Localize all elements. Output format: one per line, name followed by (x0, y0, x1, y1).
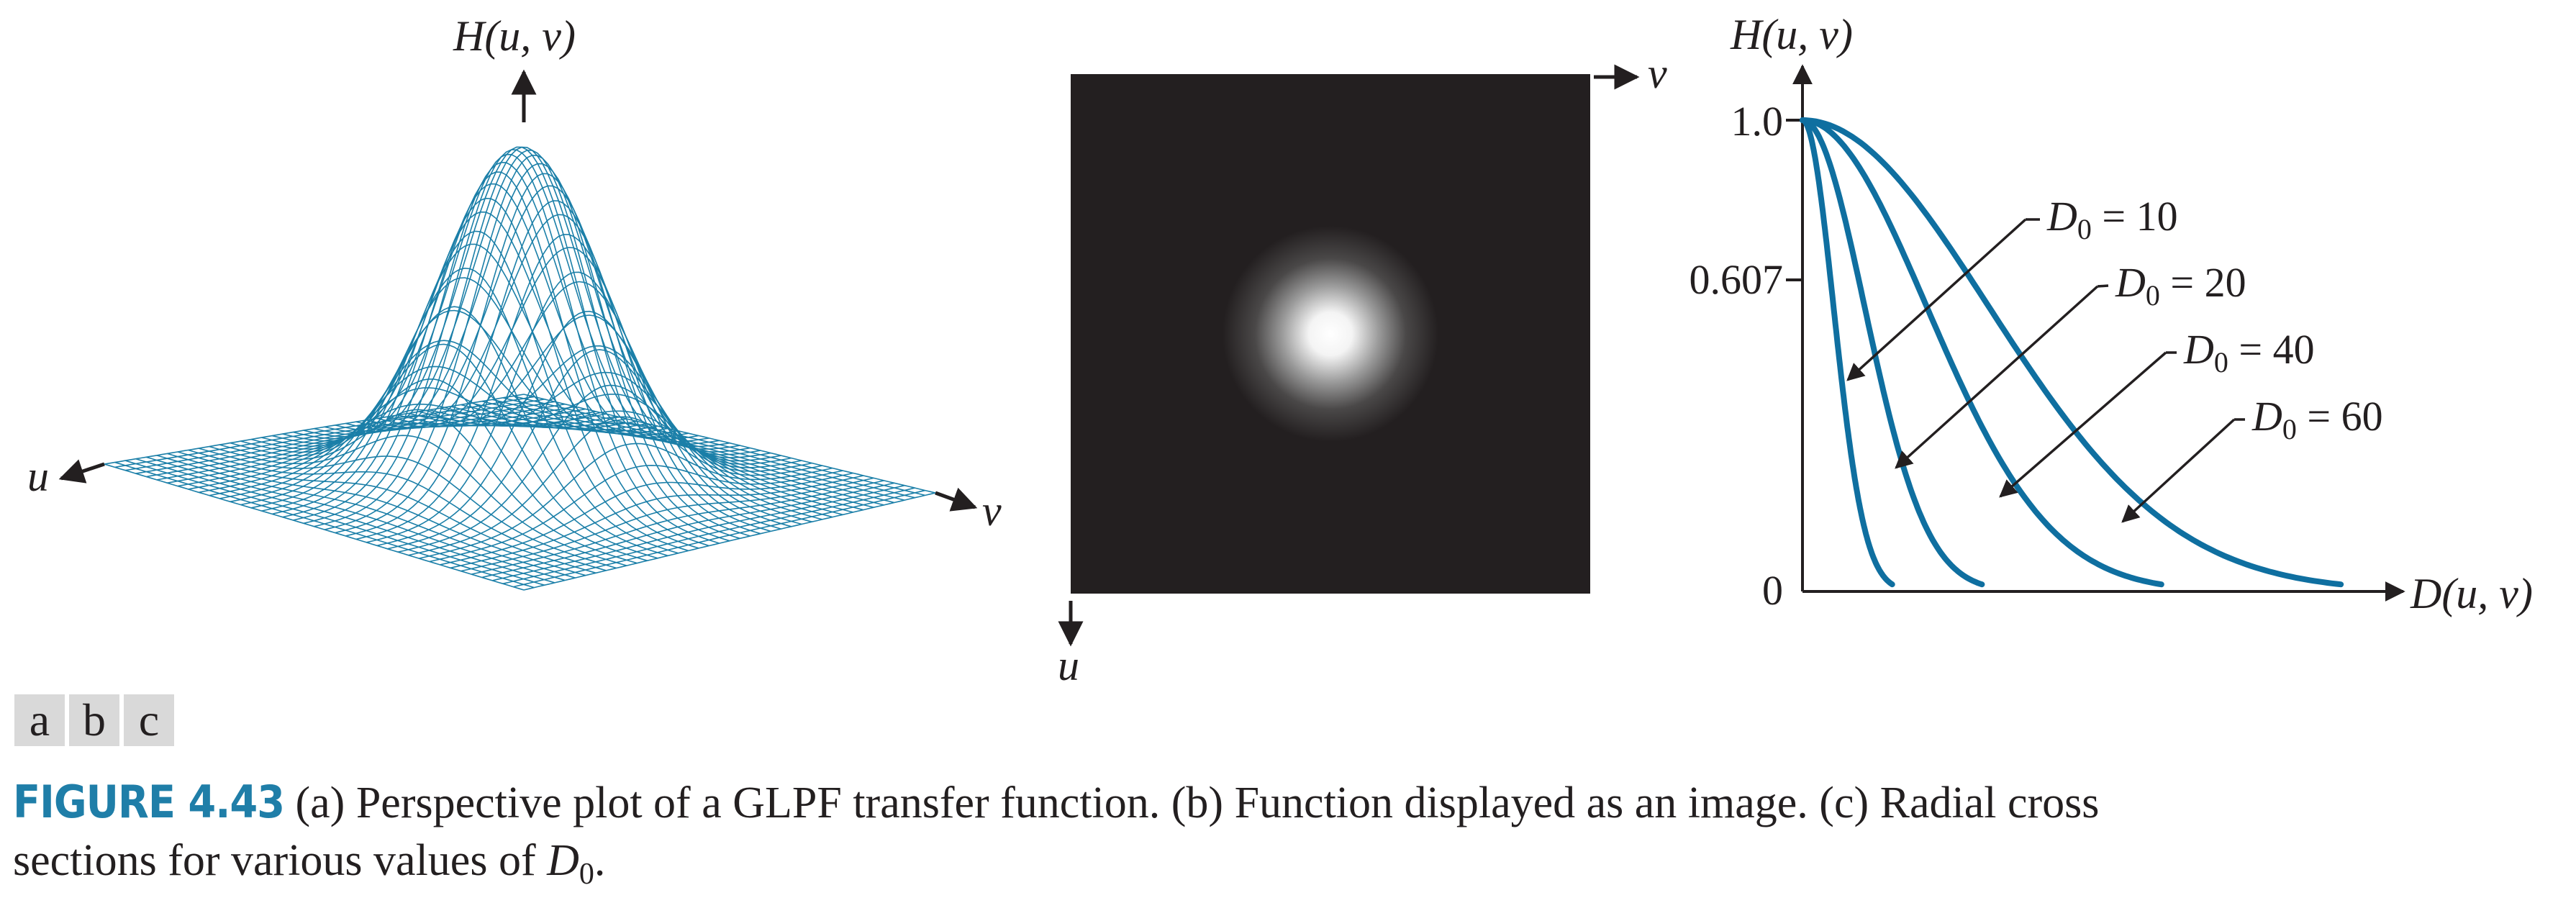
label-arrow-20 (1895, 285, 2099, 469)
mesh-line (114, 396, 535, 468)
v-axis-arrow (935, 487, 978, 512)
panel-a-v-label: v (982, 487, 1002, 535)
mesh-line (261, 243, 679, 512)
mesh-line (387, 349, 802, 550)
cross-section-curves (1800, 117, 2344, 588)
mesh-line (450, 475, 864, 569)
panel-b-image: v u (1058, 50, 1667, 689)
y-tick-label-1-0: 1.0 (1731, 98, 1784, 145)
figure-caption: FIGURE 4.43 (a) Perspective plot of a GL… (13, 773, 2567, 903)
figure: H(u, v) u v v u H(u, v) 1.0 0.607 0 D(u,… (27, 11, 2533, 689)
mesh-line (293, 161, 709, 521)
mesh-line (303, 149, 720, 525)
mesh-line (282, 183, 699, 518)
mesh-line (376, 281, 792, 527)
mesh-line (209, 435, 627, 566)
x-axis-label: D(u, v) (2410, 570, 2533, 617)
u-axis-arrow (58, 459, 105, 484)
mesh-line (250, 277, 668, 509)
label-arrow-10 (1846, 218, 2027, 381)
mesh-line (397, 384, 812, 553)
y-axis-label: H(u, v) (1730, 11, 1853, 58)
gaussian-blob (1223, 226, 1438, 442)
mesh-line (440, 472, 853, 566)
mesh-line (272, 211, 689, 515)
mesh-line (324, 154, 740, 530)
mesh-line (219, 366, 638, 499)
mesh-line (335, 173, 750, 534)
curve-d0-10 (1800, 117, 1895, 588)
curve-label-d0-20: D0 = 20 (2115, 259, 2246, 312)
curve-labels: D0 = 10 D0 = 20 D0 = 40 D0 = 60 (1846, 193, 2383, 523)
panel-tags: a b c (14, 694, 174, 746)
mesh-line (230, 340, 648, 502)
mesh-line (366, 271, 781, 543)
mesh-line (324, 150, 740, 540)
curve-d0-40 (1800, 117, 2164, 588)
y-tick-label-0-607: 0.607 (1690, 256, 1784, 303)
y-tick-label-0: 0 (1762, 567, 1783, 614)
mesh-line (492, 484, 905, 581)
panel-a-perspective-plot: H(u, v) u v (27, 12, 1002, 591)
panel-tag-b: b (69, 694, 119, 746)
mesh-line (345, 200, 761, 537)
curve-label-d0-60: D0 = 60 (2251, 393, 2383, 445)
panel-b-v-label: v (1648, 50, 1667, 97)
mesh-line (419, 443, 833, 559)
mesh-line (471, 480, 884, 575)
mesh-line (345, 185, 761, 535)
curve-label-d0-10: D0 = 10 (2046, 193, 2178, 245)
mesh-line (177, 451, 597, 574)
mesh-line (461, 477, 874, 572)
mesh-line (293, 171, 709, 547)
mesh-line (240, 343, 658, 559)
mesh-line (408, 416, 822, 556)
caption-end: . (594, 836, 606, 885)
curve-d0-20 (1800, 117, 1985, 588)
figure-label: FIGURE 4.43 (13, 776, 285, 828)
mesh-line (314, 146, 730, 527)
panel-b-u-label: u (1058, 642, 1079, 689)
mesh-line (523, 492, 936, 591)
panel-a-u-label: u (27, 453, 49, 500)
mesh-line (335, 163, 750, 537)
mesh-line (219, 409, 638, 564)
panel-a-z-label: H(u, v) (453, 12, 576, 60)
mesh-line (513, 489, 925, 588)
mesh-line (188, 449, 607, 571)
mesh-line (177, 411, 597, 487)
mesh-line (104, 394, 525, 465)
mesh-line (481, 482, 894, 578)
mesh-line (240, 309, 658, 506)
curve-d0-60 (1800, 117, 2344, 588)
label-arrow-60 (2121, 418, 2236, 523)
mesh-line (502, 487, 915, 584)
mesh-line (135, 401, 555, 474)
caption-d0-var: D (547, 836, 579, 885)
gaussian-mesh-surface (104, 146, 936, 591)
caption-text-2: sections for various values of (13, 836, 548, 885)
panel-tag-a: a (14, 694, 65, 746)
curve-label-d0-40: D0 = 40 (2183, 326, 2315, 378)
mesh-line (376, 310, 792, 547)
caption-d0-sub: 0 (579, 858, 594, 891)
caption-text-1: (a) Perspective plot of a GLPF transfer … (284, 779, 2100, 827)
panel-tag-c: c (124, 694, 174, 746)
mesh-line (429, 464, 843, 563)
mesh-line (125, 399, 545, 471)
label-arrow-40 (1999, 351, 2167, 498)
